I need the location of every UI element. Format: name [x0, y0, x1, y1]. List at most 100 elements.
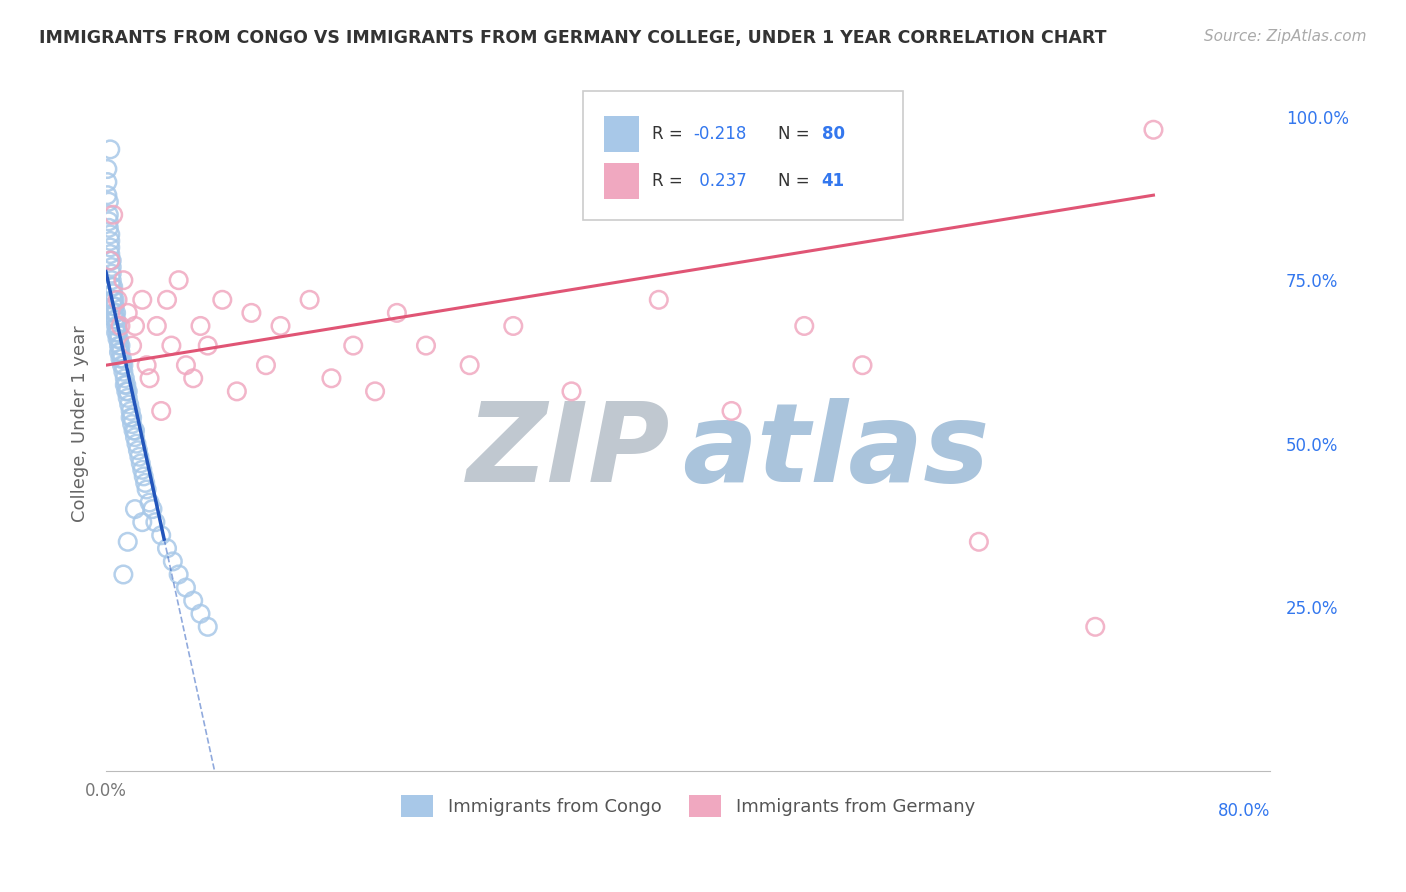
- Point: [120, 410, 142, 425]
- Point: [97, 208, 120, 222]
- Point: [100, 267, 122, 281]
- Point: [181, 371, 204, 385]
- Point: [111, 351, 134, 366]
- Point: [225, 384, 247, 399]
- Point: [112, 358, 135, 372]
- Point: [129, 456, 152, 470]
- Text: atlas: atlas: [682, 399, 990, 505]
- Point: [98, 240, 121, 254]
- Point: [254, 358, 277, 372]
- Point: [107, 332, 129, 346]
- Point: [150, 404, 173, 418]
- Text: 80.0%: 80.0%: [1218, 802, 1270, 820]
- Point: [240, 306, 263, 320]
- Point: [118, 397, 141, 411]
- Point: [101, 286, 124, 301]
- Point: [112, 273, 135, 287]
- Bar: [605, 162, 638, 199]
- Text: Source: ZipAtlas.com: Source: ZipAtlas.com: [1204, 29, 1367, 45]
- Point: [105, 312, 128, 326]
- Point: [104, 306, 127, 320]
- Point: [160, 338, 183, 352]
- Point: [190, 607, 212, 621]
- Point: [107, 326, 129, 340]
- Point: [97, 214, 120, 228]
- Point: [98, 227, 121, 242]
- Point: [135, 483, 157, 497]
- Point: [167, 567, 190, 582]
- Point: [127, 443, 149, 458]
- Point: [97, 194, 120, 209]
- Point: [270, 318, 292, 333]
- Point: [321, 371, 343, 385]
- Point: [458, 358, 481, 372]
- Point: [117, 391, 139, 405]
- Point: [138, 371, 160, 385]
- Point: [108, 338, 131, 352]
- Point: [167, 273, 190, 287]
- Point: [181, 593, 204, 607]
- Text: 0.237: 0.237: [693, 172, 747, 190]
- Point: [108, 345, 131, 359]
- Point: [97, 220, 120, 235]
- Point: [124, 424, 146, 438]
- Text: N =: N =: [778, 172, 808, 190]
- Point: [174, 581, 197, 595]
- Point: [131, 515, 153, 529]
- Point: [101, 279, 124, 293]
- Point: [720, 404, 742, 418]
- Point: [117, 384, 139, 399]
- Point: [98, 253, 121, 268]
- Point: [502, 318, 524, 333]
- Point: [156, 541, 179, 556]
- Point: [110, 318, 132, 333]
- Point: [128, 450, 150, 464]
- Bar: [605, 116, 638, 152]
- Point: [135, 358, 157, 372]
- Text: N =: N =: [778, 125, 808, 143]
- Text: 80: 80: [821, 125, 845, 143]
- Point: [134, 475, 156, 490]
- Point: [141, 502, 163, 516]
- Point: [967, 534, 990, 549]
- Point: [124, 318, 146, 333]
- Point: [131, 463, 153, 477]
- Point: [1142, 122, 1164, 136]
- Point: [101, 208, 124, 222]
- Point: [108, 332, 131, 346]
- Point: [145, 515, 167, 529]
- Point: [124, 430, 146, 444]
- Point: [197, 338, 219, 352]
- Point: [100, 260, 122, 274]
- Point: [174, 358, 197, 372]
- Point: [364, 384, 387, 399]
- Point: [110, 351, 132, 366]
- Point: [1084, 620, 1107, 634]
- Point: [138, 495, 160, 509]
- Text: R =: R =: [652, 125, 682, 143]
- Point: [132, 469, 155, 483]
- Point: [107, 318, 129, 333]
- Text: R =: R =: [652, 172, 682, 190]
- FancyBboxPatch shape: [583, 91, 903, 219]
- Point: [121, 338, 143, 352]
- Point: [111, 358, 134, 372]
- Point: [385, 306, 408, 320]
- Point: [100, 253, 122, 268]
- Legend: Immigrants from Congo, Immigrants from Germany: Immigrants from Congo, Immigrants from G…: [394, 788, 981, 824]
- Point: [96, 188, 118, 202]
- Point: [117, 306, 139, 320]
- Point: [100, 273, 122, 287]
- Point: [124, 502, 146, 516]
- Point: [114, 371, 136, 385]
- Point: [150, 528, 173, 542]
- Point: [114, 377, 136, 392]
- Point: [560, 384, 582, 399]
- Point: [98, 142, 121, 156]
- Point: [104, 299, 127, 313]
- Point: [112, 567, 135, 582]
- Point: [793, 318, 815, 333]
- Point: [156, 293, 179, 307]
- Point: [415, 338, 437, 352]
- Point: [121, 417, 143, 431]
